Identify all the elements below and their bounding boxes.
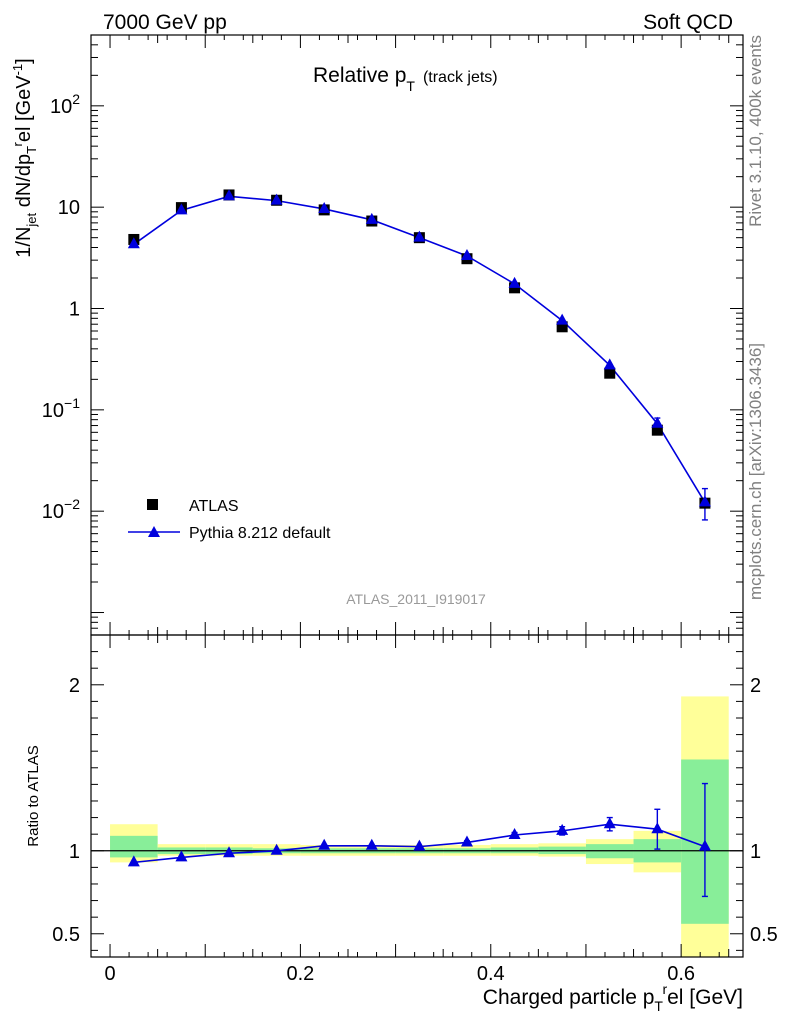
ratio-point: [413, 839, 426, 851]
ytick-exponent: 2: [72, 91, 80, 107]
ratio-point: [460, 835, 473, 847]
pythia-point: [508, 276, 521, 288]
main-ylabel: 1/Njet dN/dpTrel [GeV-1]: [10, 58, 39, 257]
atlas-data-point: [651, 424, 663, 436]
ytick-exponent: −2: [64, 496, 80, 512]
ytick-exponent: −1: [64, 395, 80, 411]
source-label: mcplots.cern.ch [arXiv:1306.3436]: [746, 343, 765, 600]
main-title-sub: T: [406, 78, 415, 94]
ratio-xtick-label: 0.6: [667, 963, 695, 985]
main-title-text: Relative p: [313, 64, 406, 87]
ratio-ytick-label-right: 1: [750, 841, 761, 863]
main-panel-frame: [90, 34, 744, 636]
main-ytick-label: 10−2: [42, 496, 80, 523]
legend: ATLAS Pythia 8.212 default: [128, 498, 331, 542]
ratio-ytick-label: 0.5: [52, 924, 80, 946]
ratio-point: [270, 843, 283, 855]
pythia-point: [175, 203, 188, 215]
ratio-xtick-label: 0.2: [286, 963, 314, 985]
pythia-point: [556, 313, 569, 325]
ratio-ticks: 0.5 0.5 1 1 2 2 0 0.2 0.4 0.6: [52, 634, 778, 985]
header-right: Soft QCD: [643, 11, 733, 34]
header-left: 7000 GeV pp: [103, 11, 227, 34]
legend-pythia-marker: [148, 526, 160, 537]
legend-pythia-label: Pythia 8.212 default: [189, 525, 331, 542]
ylabel-sup-r: r: [10, 141, 25, 146]
legend-atlas-marker: [147, 499, 158, 510]
main-ytick-label: 10: [58, 197, 80, 219]
pythia-point: [460, 248, 473, 260]
pythia-point: [223, 189, 236, 201]
ylabel-sup-1: -1: [10, 64, 25, 76]
pythia-point: [365, 212, 378, 224]
main-panel: [127, 189, 711, 521]
main-ytick-label: 102: [50, 91, 80, 118]
ratio-point: [508, 828, 521, 840]
atlas-data-point: [556, 321, 568, 333]
xlabel-part-1: Charged particle p: [483, 986, 655, 1009]
ratio-point: [223, 846, 236, 858]
ytick-base: 10: [42, 501, 64, 523]
ratio-ytick-label: 1: [69, 841, 80, 863]
ylabel-part-3: el [GeV: [13, 75, 35, 142]
ratio-xlabel: Charged particle pTrel [GeV]: [483, 981, 743, 1014]
pythia-point: [603, 358, 616, 370]
ratio-panel-frame: [90, 634, 744, 958]
ytick-base: 10: [42, 400, 64, 422]
ratio-point: [651, 822, 664, 834]
ratio-point: [603, 817, 616, 829]
analysis-watermark: ATLAS_2011_I919017: [346, 591, 486, 607]
pythia-point: [651, 416, 664, 428]
xlabel-part-2: el [GeV]: [667, 986, 743, 1009]
ytick-base: 10: [50, 96, 72, 118]
ratio-point: [698, 839, 711, 851]
ratio-panel: [91, 782, 743, 898]
main-ytick-label: 10−1: [42, 395, 80, 422]
ylabel-part-1: 1/N: [13, 227, 35, 258]
pythia-point: [413, 230, 426, 242]
main-ytick-label: 1: [69, 299, 80, 321]
ratio-point: [318, 838, 331, 850]
main-title: Relative pT (track jets): [313, 64, 498, 94]
rivet-label: Rivet 3.1.10, 400k events: [746, 35, 765, 227]
ratio-xtick-label: 0: [104, 963, 115, 985]
ratio-point: [556, 823, 569, 835]
ylabel-sub-jet: jet: [24, 212, 39, 227]
ylabel-part-4: ]: [13, 58, 35, 64]
ratio-ytick-label: 2: [69, 675, 80, 697]
pythia-point: [270, 193, 283, 205]
uncertainty-band-inner: [110, 835, 158, 858]
ratio-point: [127, 855, 140, 867]
atlas-data-point: [604, 367, 616, 379]
pythia-point: [698, 495, 711, 507]
ratio-point: [365, 838, 378, 850]
ylabel-sub-t: T: [24, 146, 39, 154]
ratio-ylabel: Ratio to ATLAS: [25, 745, 42, 846]
xlabel-sup-r: r: [662, 981, 667, 997]
ratio-ytick-label-right: 2: [750, 675, 761, 697]
ylabel-part-2: dN/dp: [13, 154, 35, 213]
ratio-point: [175, 850, 188, 862]
legend-atlas-label: ATLAS: [189, 498, 239, 515]
ratio-ytick-label-right: 0.5: [750, 924, 778, 946]
ratio-xtick-label: 0.4: [477, 963, 505, 985]
xlabel-sub-t: T: [654, 998, 663, 1014]
pythia-point: [318, 201, 331, 213]
pythia-point: [127, 237, 140, 249]
main-title-extra: (track jets): [423, 69, 498, 86]
